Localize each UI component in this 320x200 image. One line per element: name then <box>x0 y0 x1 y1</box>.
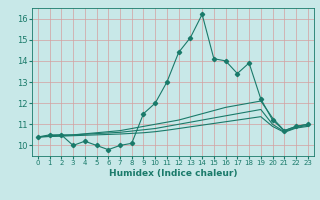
X-axis label: Humidex (Indice chaleur): Humidex (Indice chaleur) <box>108 169 237 178</box>
